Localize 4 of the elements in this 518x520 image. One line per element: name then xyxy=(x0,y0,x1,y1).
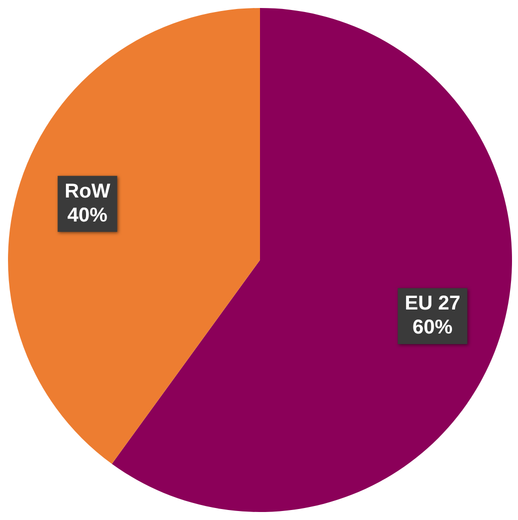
data-label: 40% xyxy=(67,204,108,226)
slice-label: RoW xyxy=(64,180,110,202)
slice-label: EU 27 xyxy=(404,292,460,315)
data-label: 60% xyxy=(412,316,453,339)
